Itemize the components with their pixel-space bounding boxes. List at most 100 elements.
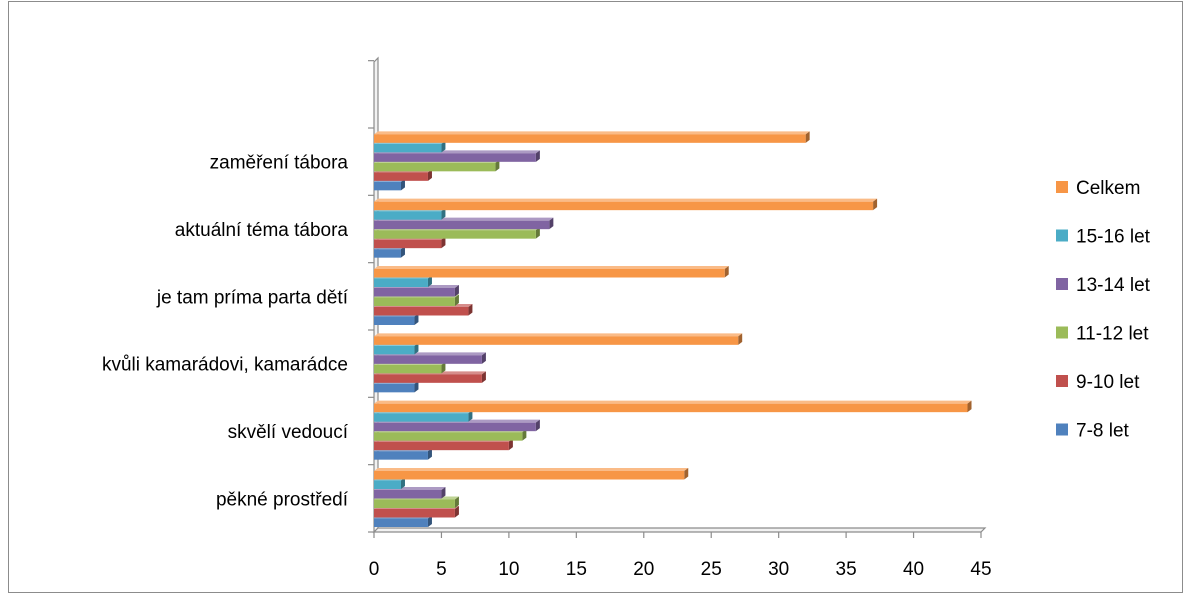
x-tick-label: 35 <box>836 559 857 580</box>
bar-front-face <box>374 413 469 422</box>
bar-celkem <box>374 131 810 143</box>
bar-celkem <box>374 333 743 345</box>
bar-front-face <box>374 432 523 441</box>
bar-front-face <box>374 143 442 153</box>
bar-side-face <box>495 159 500 172</box>
category-label: kvůli kamarádovi, kamarádce <box>102 355 348 376</box>
category-label: je tam príma parta dětí <box>156 287 349 308</box>
bar-front-face <box>374 239 442 249</box>
bar-side-face <box>427 169 432 181</box>
bar-side-face <box>441 208 446 220</box>
bar-side-face <box>481 371 486 383</box>
bar-side-face <box>684 468 689 480</box>
bar-side-face <box>441 361 446 374</box>
bar-front-face <box>374 441 509 451</box>
legend-swatch <box>1056 423 1068 436</box>
bar-side-face <box>468 410 473 422</box>
legend-label: 13-14 let <box>1076 275 1151 296</box>
bar-side-face <box>454 294 459 306</box>
bar-side-face <box>400 477 405 489</box>
bar-front-face <box>374 172 428 181</box>
bar-top-face <box>374 131 810 135</box>
legend-label: 7-8 let <box>1076 421 1130 442</box>
bar-front-face <box>374 345 415 355</box>
legend-swatch <box>1056 278 1068 290</box>
legend-item: 11-12 let <box>1056 324 1149 345</box>
bar-side-face <box>738 333 743 345</box>
bar-front-face <box>374 297 455 306</box>
bar-side-face <box>522 429 527 441</box>
bar-side-face <box>454 496 459 508</box>
bar-top-face <box>374 400 972 404</box>
bar-front-face <box>374 355 482 364</box>
bar-side-face <box>508 438 513 451</box>
legend-swatch <box>1056 229 1068 242</box>
bar-front-face <box>374 316 415 325</box>
bar-front-face <box>374 499 455 508</box>
bar-front-face <box>374 288 455 297</box>
bar-side-face <box>873 198 878 211</box>
bar-front-face <box>374 278 428 287</box>
x-tick-label: 30 <box>768 559 789 580</box>
bar-side-face <box>414 313 419 325</box>
bar-celkem <box>374 468 689 480</box>
bar-side-face <box>414 380 419 393</box>
chart-border <box>8 1 1183 593</box>
bar-front-face <box>374 480 401 489</box>
bar-front-face <box>374 509 455 518</box>
legend-label: Celkem <box>1076 178 1140 199</box>
x-tick-label: 0 <box>369 559 380 580</box>
legend-label: 15-16 let <box>1076 227 1151 248</box>
legend-label: 9-10 let <box>1076 372 1140 393</box>
bar-front-face <box>374 230 536 239</box>
bar-front-face <box>374 201 874 211</box>
bar-side-face <box>400 246 405 258</box>
bar-side-face <box>427 448 432 460</box>
bar-side-face <box>427 275 432 287</box>
x-tick-label: 10 <box>498 559 519 580</box>
bar-front-face <box>374 153 536 162</box>
bar-side-face <box>400 178 405 191</box>
legend-item: 9-10 let <box>1056 372 1140 393</box>
bar-front-face <box>374 383 415 393</box>
bar-front-face <box>374 490 442 499</box>
bar-front-face <box>374 181 401 191</box>
bar-front-face <box>374 364 442 374</box>
bar-top-face <box>374 468 689 471</box>
x-tick-label: 25 <box>701 559 722 580</box>
category-label: skvělí vedoucí <box>228 422 349 443</box>
category-label: pěkné prostředí <box>216 489 349 510</box>
bar-side-face <box>535 419 540 432</box>
bar-celkem <box>374 266 729 278</box>
bar-side-face <box>967 400 972 413</box>
bar-front-face <box>374 374 482 383</box>
bar-front-face <box>374 269 725 278</box>
x-tick-label: 15 <box>566 559 587 580</box>
bar-front-face <box>374 471 685 480</box>
bar-side-face <box>454 506 459 518</box>
legend-swatch <box>1056 181 1068 193</box>
bar-side-face <box>441 236 446 249</box>
legend-swatch <box>1056 375 1068 387</box>
bar-side-face <box>805 131 810 143</box>
bar-side-face <box>535 150 540 162</box>
x-tick-label: 40 <box>903 559 924 580</box>
x-tick-label: 5 <box>436 559 447 580</box>
bar-front-face <box>374 307 469 316</box>
bars-layer <box>374 131 972 527</box>
bar-top-face <box>374 198 878 202</box>
bar-front-face <box>374 220 550 230</box>
bar-front-face <box>374 403 968 413</box>
legend-label: 11-12 let <box>1076 324 1149 345</box>
legend: Celkem 15-16 let 13-14 let 11-12 let 9-10 le… <box>1056 178 1151 442</box>
bar-side-face <box>481 352 486 364</box>
bar-celkem <box>374 198 878 211</box>
bar-front-face <box>374 211 442 220</box>
bar-side-face <box>441 140 446 153</box>
legend-swatch <box>1056 326 1068 339</box>
bar-side-face <box>549 217 554 230</box>
bar-top-face <box>374 266 729 269</box>
x-tick-label: 45 <box>970 559 991 580</box>
